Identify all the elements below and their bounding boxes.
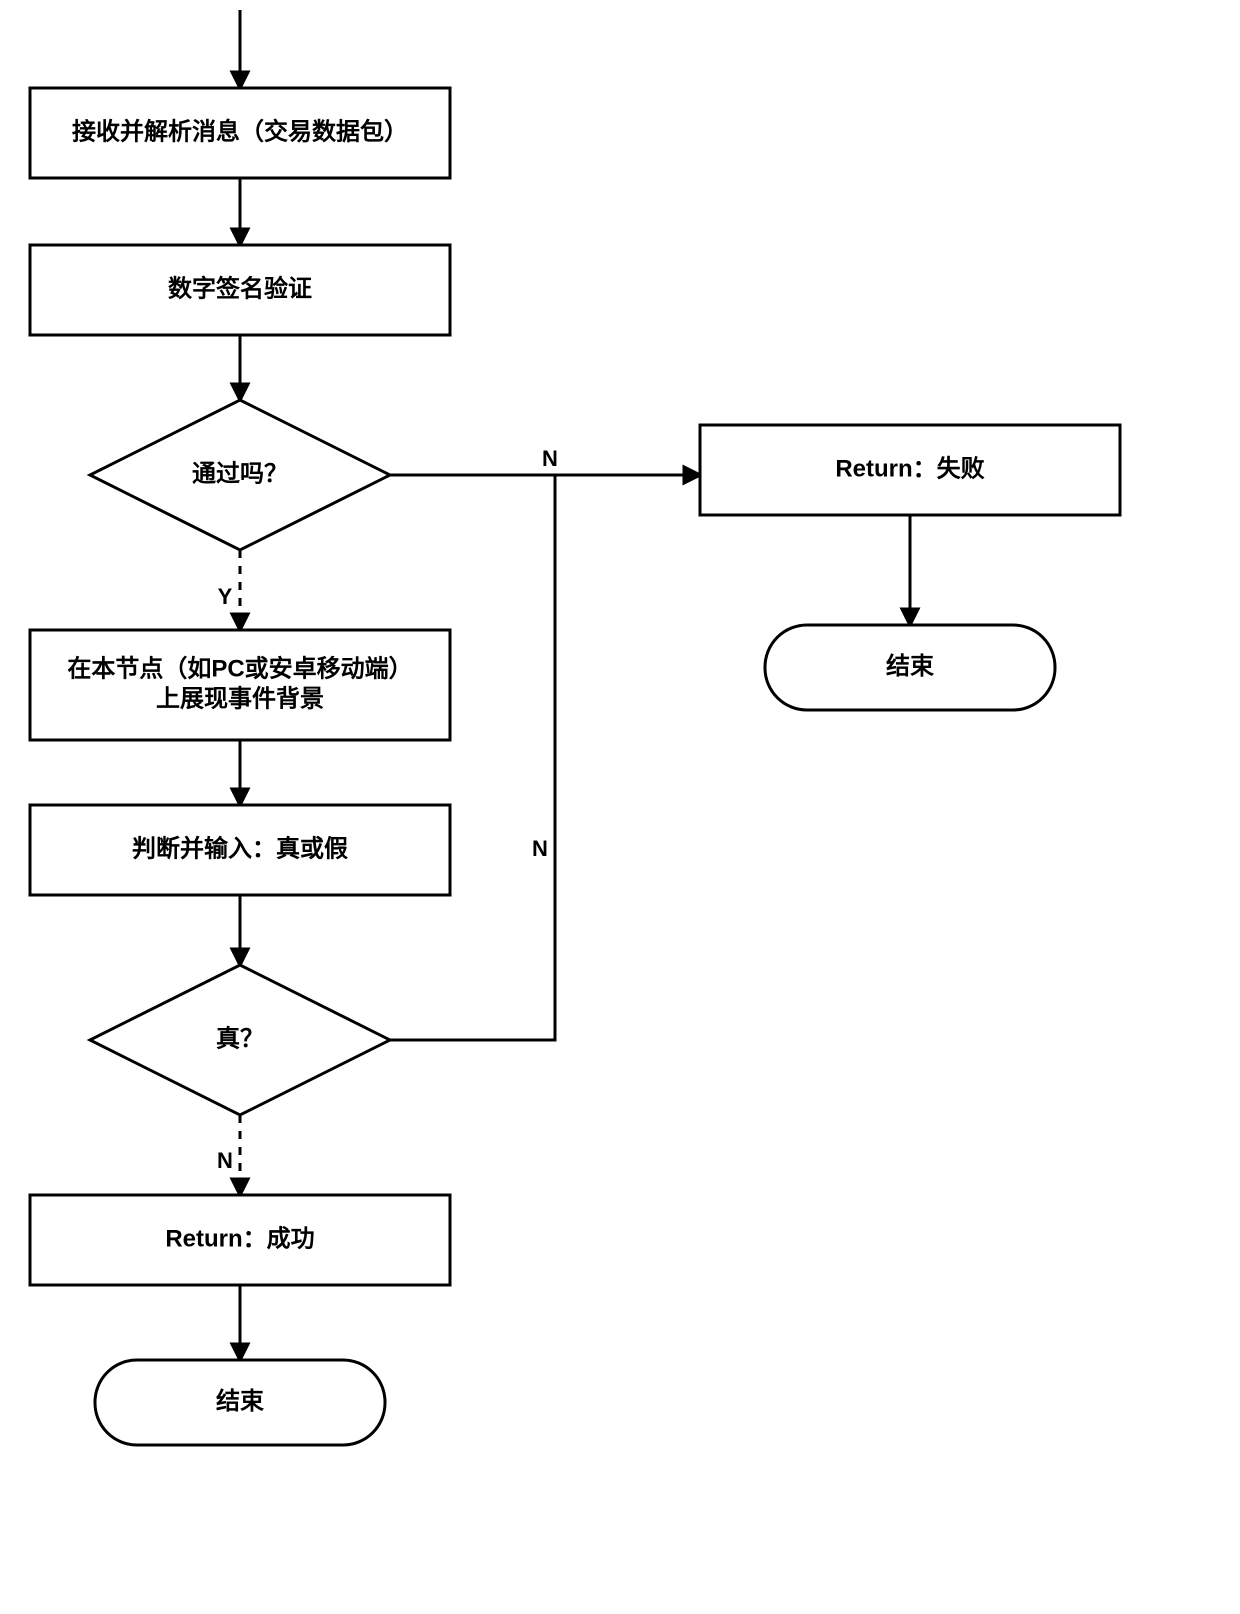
node-text-n3-1: 上展现事件背景 <box>156 685 324 712</box>
node-text-n4-0: 判断并输入：真或假 <box>132 834 348 862</box>
edge-label-e3: Y <box>218 584 233 609</box>
node-t2: 结束 <box>765 625 1055 710</box>
node-n5: Return：成功 <box>30 1195 450 1285</box>
edge-label-e10: N <box>532 836 548 861</box>
node-text-n1-0: 接收并解析消息（交易数据包） <box>72 117 408 145</box>
flowchart: Y N N N 接收并解析消息（交易数据包） 数字签名验证通过吗？ 在本节点（如PC或安卓移… <box>0 0 1240 1614</box>
edge-e10 <box>390 475 555 1040</box>
node-text-n6-0: Return：失败 <box>835 455 984 482</box>
edge-label-e6: N <box>217 1148 233 1173</box>
node-text-d2-0: 真？ <box>216 1024 264 1052</box>
node-n6: Return：失败 <box>700 425 1120 515</box>
node-n2: 数字签名验证 <box>30 245 450 335</box>
node-n3: 在本节点（如PC或安卓移动端） 上展现事件背景 <box>30 630 450 740</box>
node-d1: 通过吗？ <box>90 400 390 550</box>
node-text-n3-0: 在本节点（如PC或安卓移动端） <box>67 654 412 682</box>
edge-label-e8: N <box>542 446 558 471</box>
node-text-t2-0: 结束 <box>886 653 935 680</box>
node-text-n2-0: 数字签名验证 <box>168 274 312 302</box>
node-text-t1-0: 结束 <box>216 1388 265 1415</box>
node-text-d1-0: 通过吗？ <box>192 460 288 487</box>
node-d2: 真？ <box>90 965 390 1115</box>
node-n1: 接收并解析消息（交易数据包） <box>30 88 450 178</box>
node-t1: 结束 <box>95 1360 385 1445</box>
node-text-n5-0: Return：成功 <box>165 1225 314 1252</box>
node-n4: 判断并输入：真或假 <box>30 805 450 895</box>
